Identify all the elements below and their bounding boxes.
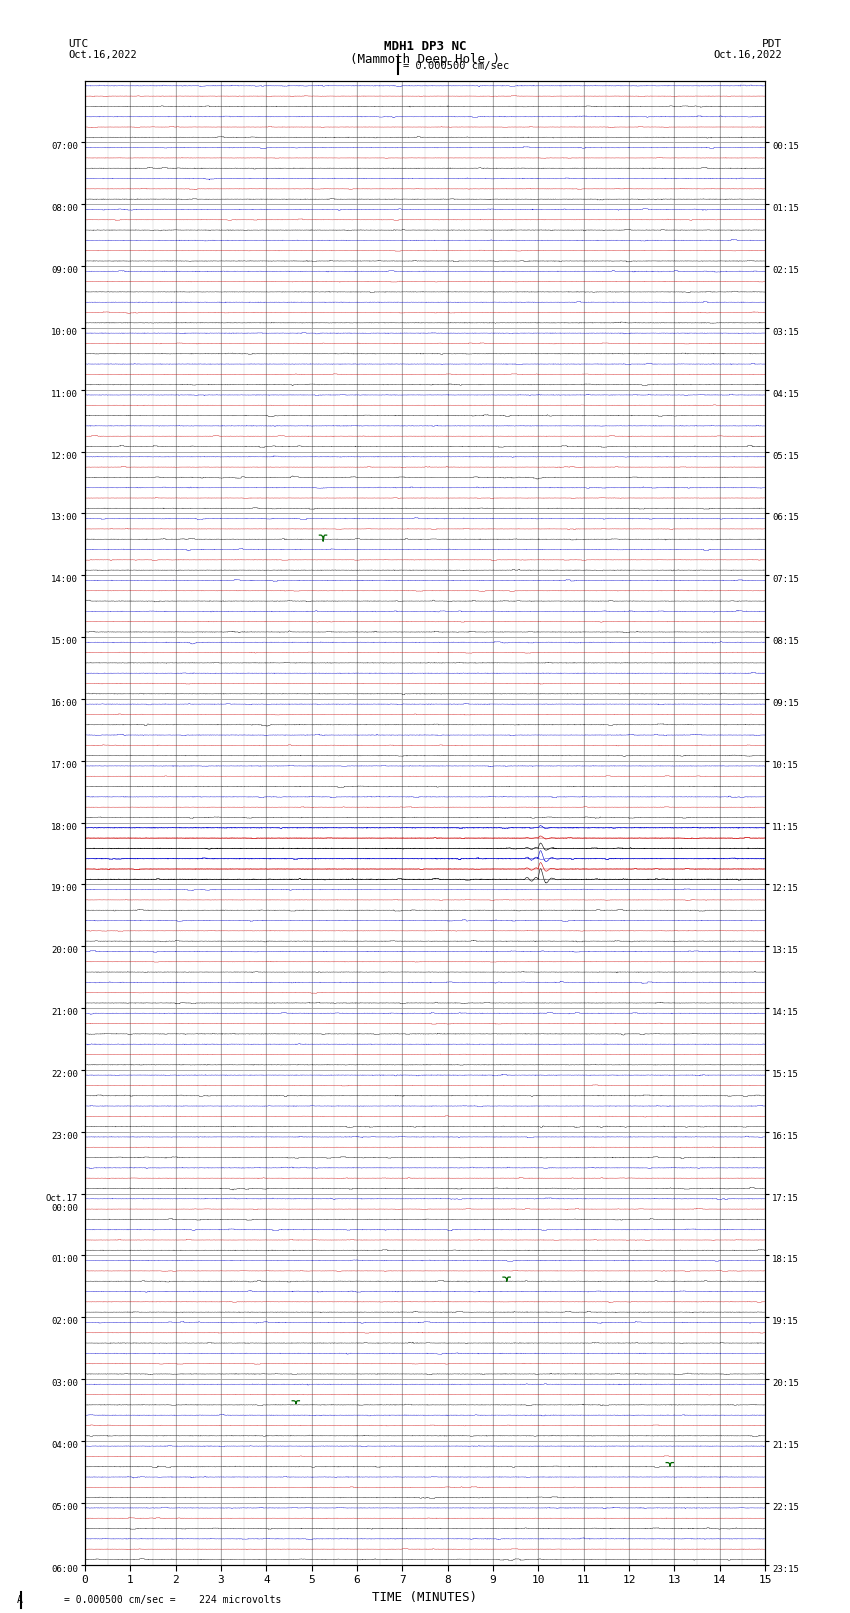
Text: = 0.000500 cm/sec: = 0.000500 cm/sec [403, 61, 509, 71]
Text: PDT: PDT [762, 39, 782, 48]
Text: = 0.000500 cm/sec =    224 microvolts: = 0.000500 cm/sec = 224 microvolts [64, 1595, 281, 1605]
X-axis label: TIME (MINUTES): TIME (MINUTES) [372, 1590, 478, 1603]
Text: Oct.16,2022: Oct.16,2022 [68, 50, 137, 60]
Text: MDH1 DP3 NC: MDH1 DP3 NC [383, 40, 467, 53]
Text: Oct.16,2022: Oct.16,2022 [713, 50, 782, 60]
Text: A: A [17, 1595, 23, 1605]
Text: UTC: UTC [68, 39, 88, 48]
Text: (Mammoth Deep Hole ): (Mammoth Deep Hole ) [350, 53, 500, 66]
